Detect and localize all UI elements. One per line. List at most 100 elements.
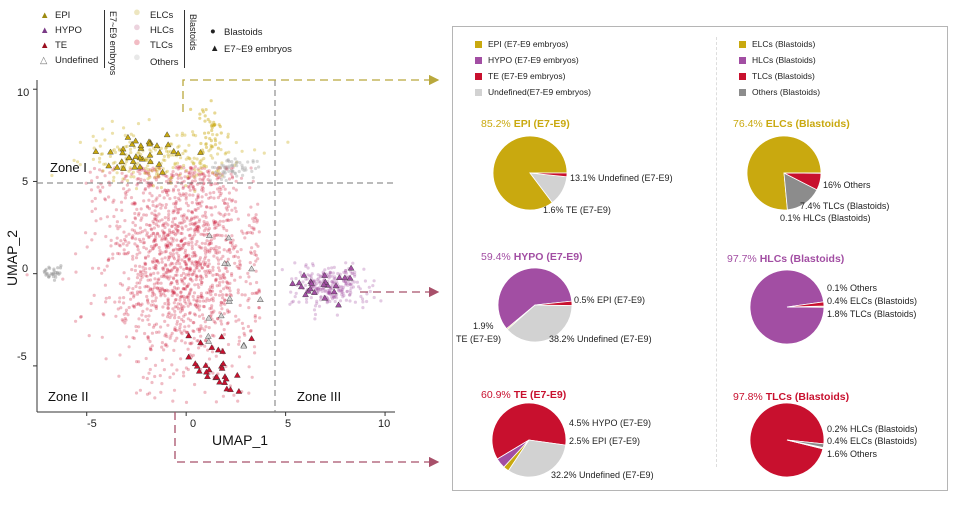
scatter-point [147, 171, 151, 175]
scatter-point [175, 228, 179, 232]
pie-slice [534, 300, 573, 306]
scatter-point [207, 357, 212, 361]
scatter-point [237, 339, 241, 343]
scatter-point [184, 262, 188, 266]
scatter-point [341, 285, 346, 289]
scatter-point [326, 288, 330, 292]
scatter-point [131, 336, 135, 340]
scatter-point [161, 223, 165, 228]
scatter-point [154, 169, 158, 173]
scatter-point [151, 290, 155, 294]
scatter-point [186, 175, 190, 179]
scatter-point [152, 226, 156, 230]
scatter-point [231, 169, 235, 173]
scatter-point [318, 274, 322, 278]
scatter-point [349, 269, 353, 273]
embryo-triangle-point [221, 260, 228, 266]
scatter-point [179, 291, 183, 295]
scatter-point [137, 211, 141, 215]
scatter-point [150, 194, 154, 198]
scatter-point [213, 111, 217, 115]
scatter-point [353, 273, 357, 277]
scatter-point [195, 202, 200, 206]
scatter-point [247, 306, 251, 310]
pie-slice [507, 439, 567, 478]
scatter-point [198, 299, 202, 303]
scatter-point [159, 294, 163, 298]
scatter-point [192, 291, 197, 295]
scatter-point [184, 184, 188, 188]
scatter-point [241, 326, 245, 330]
scatter-point [186, 155, 190, 159]
pie-legend-elcs: ELCs (Blastoids) [739, 39, 815, 49]
scatter-point [233, 171, 237, 175]
scatter-point [183, 299, 187, 303]
scatter-point [145, 171, 149, 175]
scatter-point [182, 166, 186, 170]
scatter-point [223, 298, 227, 302]
scatter-point [115, 236, 119, 240]
scatter-point [189, 342, 193, 346]
scatter-point [124, 193, 128, 197]
scatter-point [221, 254, 225, 258]
scatter-point [206, 264, 210, 269]
scatter-point [146, 298, 150, 302]
scatter-point [139, 271, 143, 275]
scatter-point [209, 313, 213, 317]
scatter-point [162, 222, 166, 226]
scatter-point [133, 264, 138, 268]
scatter-point [198, 161, 202, 165]
scatter-point [185, 266, 189, 270]
scatter-point [166, 297, 170, 301]
scatter-point [208, 137, 212, 141]
scatter-point [318, 280, 323, 284]
scatter-point [138, 388, 142, 392]
scatter-point [332, 295, 336, 299]
scatter-point [187, 253, 191, 257]
scatter-point [203, 246, 207, 250]
scatter-point [189, 318, 193, 322]
scatter-point [131, 170, 135, 174]
scatter-point [200, 158, 204, 162]
scatter-point [167, 177, 171, 181]
pie-chart-hlcs [749, 269, 825, 345]
scatter-point [229, 294, 233, 298]
scatter-point [322, 286, 326, 290]
scatter-point [141, 265, 145, 269]
scatter-point [340, 290, 344, 294]
scatter-point [345, 290, 349, 294]
scatter-point [240, 149, 244, 153]
scatter-point [152, 286, 157, 290]
legend-hlcs: HLCs [150, 25, 174, 36]
scatter-point [202, 305, 206, 309]
scatter-point [141, 309, 145, 313]
scatter-point [191, 179, 195, 183]
scatter-point [255, 159, 259, 163]
scatter-point [229, 167, 233, 171]
scatter-point [367, 285, 371, 289]
scatter-point [181, 227, 185, 231]
scatter-point [188, 311, 192, 316]
scatter-point [207, 262, 211, 266]
scatter-point [205, 248, 209, 252]
scatter-point [247, 365, 251, 369]
scatter-point [186, 204, 190, 208]
scatter-point [148, 367, 152, 372]
scatter-point [161, 268, 165, 272]
scatter-point [178, 325, 182, 329]
scatter-point [198, 246, 202, 250]
scatter-point [183, 219, 187, 223]
scatter-point [145, 274, 149, 278]
scatter-point [208, 271, 212, 275]
scatter-point [182, 213, 186, 217]
pie-label: 1.6% TE (E7-E9) [543, 205, 611, 215]
scatter-point [171, 291, 175, 295]
scatter-point [200, 172, 204, 176]
scatter-point [148, 391, 152, 395]
scatter-point [236, 217, 240, 221]
scatter-point [249, 166, 253, 170]
scatter-point [257, 306, 261, 310]
scatter-point [210, 285, 215, 290]
scatter-point [183, 133, 187, 137]
scatter-point [210, 171, 215, 175]
